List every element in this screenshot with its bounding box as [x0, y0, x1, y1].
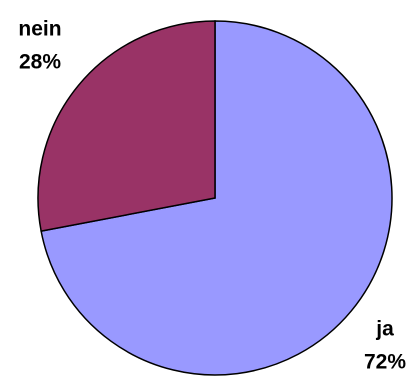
slice-label: nein — [18, 18, 61, 41]
pie-slice — [37, 20, 216, 233]
slice-label: ja — [375, 318, 394, 341]
slice-value-label: 28% — [19, 51, 61, 74]
slice-value-label: 72% — [364, 351, 406, 374]
pie-slice — [40, 20, 393, 376]
